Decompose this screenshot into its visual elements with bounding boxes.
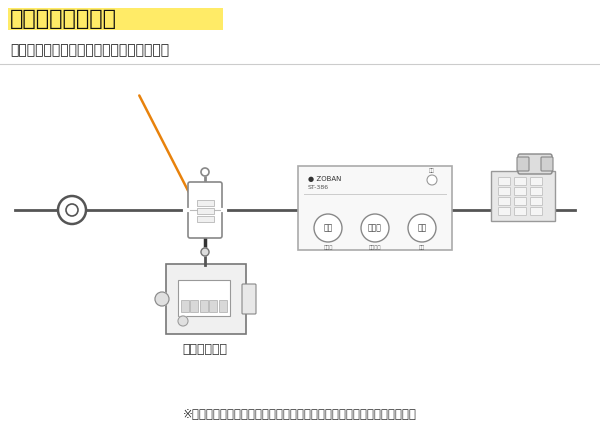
FancyBboxPatch shape [178, 280, 230, 316]
Text: 聞く: 聞く [323, 223, 332, 233]
FancyBboxPatch shape [530, 208, 542, 215]
Text: 消す: 消す [418, 223, 427, 233]
FancyBboxPatch shape [541, 157, 553, 171]
FancyBboxPatch shape [515, 198, 527, 205]
FancyBboxPatch shape [298, 166, 452, 250]
FancyBboxPatch shape [515, 208, 527, 215]
Circle shape [408, 214, 436, 242]
Circle shape [155, 292, 169, 306]
FancyBboxPatch shape [218, 300, 227, 312]
Circle shape [361, 214, 389, 242]
FancyBboxPatch shape [499, 177, 511, 186]
FancyBboxPatch shape [499, 208, 511, 215]
Text: 電源: 電源 [429, 168, 435, 173]
FancyBboxPatch shape [166, 264, 246, 334]
Text: 初を聞く: 初を聞く [369, 245, 381, 250]
FancyBboxPatch shape [530, 198, 542, 205]
FancyBboxPatch shape [242, 284, 256, 314]
Text: ● ZOBAN: ● ZOBAN [308, 176, 341, 182]
Text: ST-386: ST-386 [308, 185, 329, 190]
Circle shape [201, 248, 209, 256]
Circle shape [178, 316, 188, 326]
FancyBboxPatch shape [188, 182, 222, 238]
FancyBboxPatch shape [515, 177, 527, 186]
FancyBboxPatch shape [197, 208, 214, 213]
FancyBboxPatch shape [515, 187, 527, 195]
Circle shape [427, 175, 437, 185]
Text: ガスメーター: ガスメーター [182, 343, 227, 356]
FancyBboxPatch shape [197, 199, 214, 205]
FancyBboxPatch shape [200, 300, 208, 312]
Circle shape [314, 214, 342, 242]
Text: もどる: もどる [368, 223, 382, 233]
FancyBboxPatch shape [517, 157, 529, 171]
FancyBboxPatch shape [190, 300, 198, 312]
Circle shape [201, 168, 209, 176]
Circle shape [58, 196, 86, 224]
FancyBboxPatch shape [197, 215, 214, 222]
FancyBboxPatch shape [530, 177, 542, 186]
Text: 止める: 止める [323, 245, 332, 250]
Text: ※　設置後ガス検針器が正常作動しているかをガス会社に確認してもらう: ※ 設置後ガス検針器が正常作動しているかをガス会社に確認してもらう [183, 407, 417, 420]
FancyBboxPatch shape [181, 300, 189, 312]
FancyBboxPatch shape [491, 171, 555, 221]
FancyBboxPatch shape [8, 8, 223, 30]
FancyBboxPatch shape [530, 187, 542, 195]
FancyBboxPatch shape [518, 154, 552, 174]
FancyBboxPatch shape [499, 187, 511, 195]
FancyBboxPatch shape [209, 300, 217, 312]
FancyBboxPatch shape [499, 198, 511, 205]
Text: ガス検知器の場合: ガス検知器の場合 [10, 9, 117, 29]
Text: 消す: 消す [419, 245, 425, 250]
Text: ガス検針中継器と電話の間に取り付ける。: ガス検針中継器と電話の間に取り付ける。 [10, 43, 169, 57]
